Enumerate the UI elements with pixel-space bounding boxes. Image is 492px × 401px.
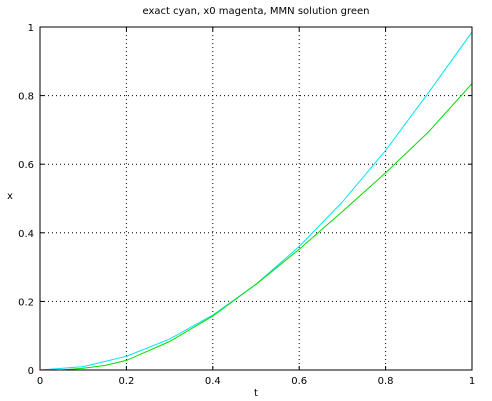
y-axis-label: x — [7, 191, 13, 202]
x-axis-label: t — [254, 388, 258, 399]
ticks: 0 0.2 0.4 0.6 0.8 1 0 0.2 0.4 0.6 0.8 1 — [18, 23, 475, 387]
series-line-3 — [40, 83, 473, 371]
grid — [40, 27, 472, 370]
y-tick-label: 1 — [28, 23, 34, 34]
y-tick-label: 0.4 — [18, 229, 34, 240]
x-tick-label: 0 — [37, 376, 43, 387]
y-tick-label: 0 — [28, 366, 34, 377]
x-tick-label: 1 — [469, 376, 475, 387]
series-line-1 — [39, 31, 473, 371]
plot-frame — [39, 26, 473, 371]
y-tick-label: 0.2 — [18, 297, 34, 308]
y-tick-label: 0.6 — [18, 160, 34, 171]
x-tick-label: 0.2 — [118, 376, 134, 387]
chart-title: exact cyan, x0 magenta, MMN solution gre… — [142, 6, 369, 17]
x-tick-label: 0.4 — [205, 376, 221, 387]
x-tick-label: 0.8 — [378, 376, 394, 387]
series-group — [39, 31, 473, 371]
y-tick-label: 0.8 — [18, 92, 34, 103]
x-tick-label: 0.6 — [291, 376, 307, 387]
